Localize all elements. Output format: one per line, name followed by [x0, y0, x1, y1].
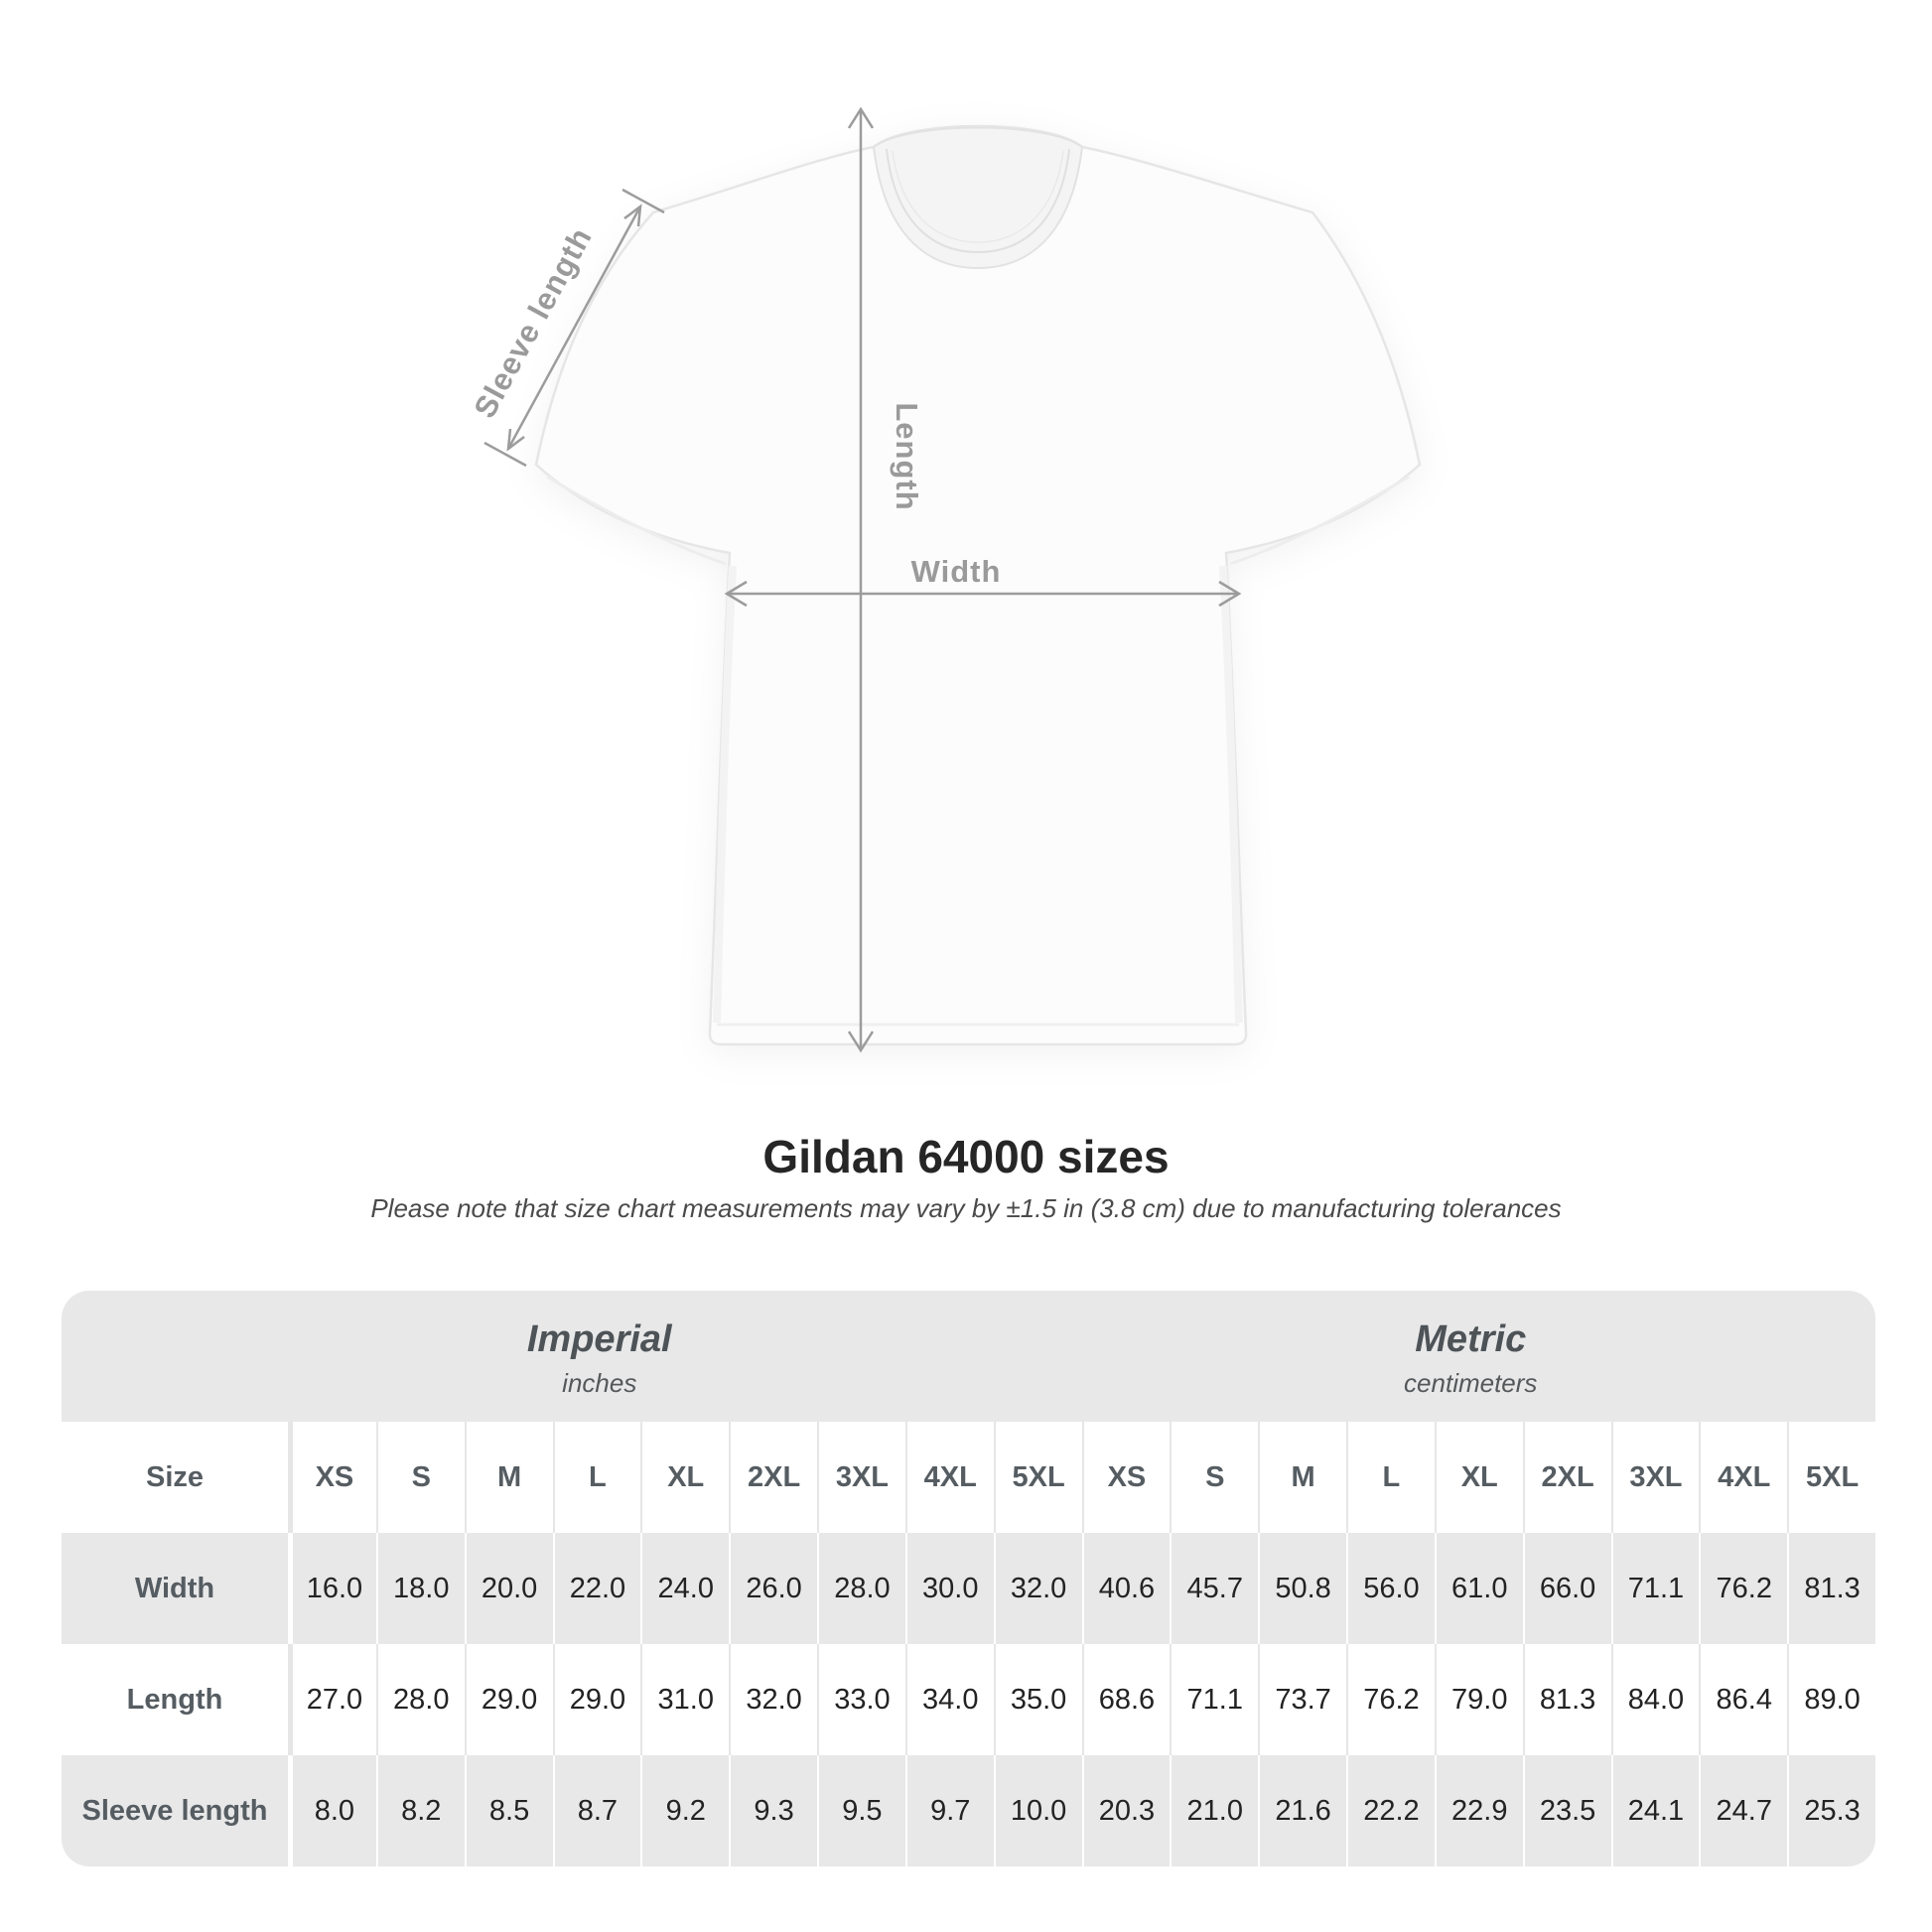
row-label: Length	[126, 1683, 223, 1716]
value-cell: 76.2	[1699, 1533, 1787, 1644]
value-cell: 71.1	[1170, 1644, 1258, 1755]
column-header-cell: M	[464, 1422, 553, 1533]
column-header-cell: XL	[640, 1422, 729, 1533]
value-cell: 26.0	[729, 1533, 817, 1644]
column-header-cell: 2XL	[1522, 1422, 1611, 1533]
imperial-label: Imperial	[526, 1317, 672, 1360]
tshirt-diagram: Length Width Sleeve length	[467, 106, 1422, 1053]
length-dimension-line	[847, 106, 875, 1053]
imperial-unit-label: inches	[562, 1367, 637, 1398]
value-cell: 24.7	[1699, 1755, 1787, 1866]
value-cell: 76.2	[1346, 1644, 1435, 1755]
value-cell: 22.2	[1346, 1755, 1435, 1866]
row-label: Sleeve length	[81, 1794, 268, 1827]
width-label: Width	[911, 554, 1002, 589]
value-cell: 79.0	[1434, 1644, 1523, 1755]
value-cell: 35.0	[993, 1644, 1082, 1755]
tshirt-image	[534, 124, 1422, 1046]
imperial-group-header: Imperial inches	[203, 1291, 997, 1422]
value-cell: 9.3	[729, 1755, 817, 1866]
column-header-cell: 5XL	[993, 1422, 1082, 1533]
value-cell: 45.7	[1170, 1533, 1258, 1644]
value-cell: 33.0	[817, 1644, 905, 1755]
value-cell: 18.0	[375, 1533, 465, 1644]
size-column-header: Size	[145, 1460, 205, 1493]
value-cell: 8.2	[375, 1755, 465, 1866]
column-header-cell: XL	[1434, 1422, 1523, 1533]
value-cell: 66.0	[1522, 1533, 1611, 1644]
value-cell: 21.0	[1170, 1755, 1258, 1866]
column-header-cell: S	[375, 1422, 465, 1533]
unit-header-band: Imperial inches Metric centimeters	[62, 1291, 1875, 1422]
value-cell: 89.0	[1787, 1644, 1875, 1755]
value-cell: 20.3	[1081, 1755, 1171, 1866]
column-header-row: Size XS S M L XL 2XL 3XL 4XL 5XL XS S M L XL 2XL 3XL 4XL…	[62, 1422, 1875, 1533]
value-cell: 29.0	[552, 1644, 641, 1755]
value-cell: 71.1	[1610, 1533, 1700, 1644]
value-cell: 9.2	[640, 1755, 729, 1866]
column-header-cell: M	[1258, 1422, 1346, 1533]
value-cell: 81.3	[1522, 1644, 1611, 1755]
value-cell: 8.7	[552, 1755, 641, 1866]
value-cell: 27.0	[288, 1644, 376, 1755]
column-header-cell: 4XL	[1699, 1422, 1787, 1533]
column-header-cell: 3XL	[817, 1422, 905, 1533]
length-label: Length	[890, 402, 924, 510]
row-label: Width	[134, 1572, 215, 1604]
value-cell: 9.7	[904, 1755, 994, 1866]
value-cell: 68.6	[1081, 1644, 1171, 1755]
value-cell: 31.0	[640, 1644, 729, 1755]
value-cell: 28.0	[375, 1644, 465, 1755]
table-row: Length 27.0 28.0 29.0 29.0 31.0 32.0 33.0 34.0 35…	[62, 1644, 1875, 1755]
sleeve-dimension-line	[483, 188, 665, 468]
value-cell: 8.5	[464, 1755, 553, 1866]
value-cell: 40.6	[1081, 1533, 1171, 1644]
value-cell: 10.0	[993, 1755, 1082, 1866]
table-row: Width 16.0 18.0 20.0 22.0 24.0 26.0 28.0 30.0 32.…	[62, 1533, 1875, 1644]
value-cell: 23.5	[1522, 1755, 1611, 1866]
size-table: Imperial inches Metric centimeters Size …	[62, 1291, 1875, 1866]
value-cell: 16.0	[288, 1533, 376, 1644]
value-cell: 50.8	[1258, 1533, 1346, 1644]
value-cell: 22.9	[1434, 1755, 1523, 1866]
value-cell: 8.0	[288, 1755, 376, 1866]
metric-group-header: Metric centimeters	[1074, 1291, 1868, 1422]
metric-unit-label: centimeters	[1404, 1367, 1538, 1398]
table-row: Sleeve length 8.0 8.2 8.5 8.7 9.2 9.3 9.5 9.7 10.…	[62, 1755, 1875, 1866]
column-header-cell: 2XL	[729, 1422, 817, 1533]
collar	[872, 126, 1084, 270]
value-cell: 30.0	[904, 1533, 994, 1644]
value-cell: 21.6	[1258, 1755, 1346, 1866]
value-cell: 81.3	[1787, 1533, 1875, 1644]
value-cell: 86.4	[1699, 1644, 1787, 1755]
value-cell: 20.0	[464, 1533, 553, 1644]
column-header-cell: XS	[288, 1422, 376, 1533]
value-cell: 56.0	[1346, 1533, 1435, 1644]
column-header-cell: S	[1170, 1422, 1258, 1533]
column-header-cell: 4XL	[904, 1422, 994, 1533]
value-cell: 84.0	[1610, 1644, 1700, 1755]
value-cell: 34.0	[904, 1644, 994, 1755]
value-cell: 32.0	[993, 1533, 1082, 1644]
value-cell: 32.0	[729, 1644, 817, 1755]
column-header-cell: XS	[1081, 1422, 1171, 1533]
column-header-cell: 3XL	[1610, 1422, 1700, 1533]
value-cell: 24.1	[1610, 1755, 1700, 1866]
width-dimension-line	[724, 580, 1242, 608]
value-cell: 61.0	[1434, 1533, 1523, 1644]
value-cell: 25.3	[1787, 1755, 1875, 1866]
column-header-cell: 5XL	[1787, 1422, 1875, 1533]
metric-label: Metric	[1415, 1317, 1527, 1360]
page-title: Gildan 64000 sizes	[762, 1131, 1170, 1182]
column-header-cell: L	[1346, 1422, 1435, 1533]
value-cell: 22.0	[552, 1533, 641, 1644]
value-cell: 29.0	[464, 1644, 553, 1755]
value-cell: 28.0	[817, 1533, 905, 1644]
value-cell: 24.0	[640, 1533, 729, 1644]
value-cell: 73.7	[1258, 1644, 1346, 1755]
page-subtitle: Please note that size chart measurements…	[370, 1193, 1562, 1223]
column-header-cell: L	[552, 1422, 641, 1533]
value-cell: 9.5	[817, 1755, 905, 1866]
